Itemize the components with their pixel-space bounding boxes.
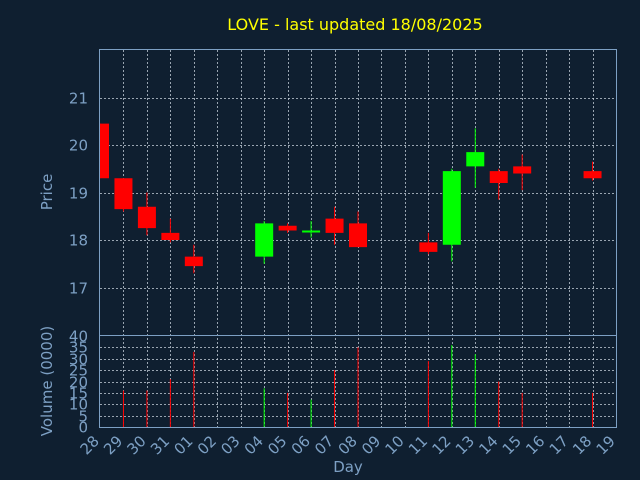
candle-body xyxy=(419,242,438,252)
price-tick-label: 18 xyxy=(69,232,88,250)
price-axis-label: Price xyxy=(38,174,56,211)
candle-body xyxy=(466,152,485,167)
marks-layer xyxy=(99,123,602,427)
x-tick-label: 30 xyxy=(124,432,150,458)
price-panel-frame xyxy=(99,49,617,336)
volume-axis-label: Volume (0000) xyxy=(38,326,56,436)
candle-body xyxy=(513,166,532,174)
price-tick-label: 20 xyxy=(69,137,88,155)
price-tick-label: 21 xyxy=(69,90,88,108)
candle-body xyxy=(325,218,344,233)
candle-body xyxy=(184,256,203,267)
volume-tick-label: 5 xyxy=(78,408,88,426)
candle-body xyxy=(161,232,180,240)
x-tick-label: 01 xyxy=(170,432,196,458)
volume-tick-label: 15 xyxy=(69,385,88,403)
price-tick-label: 17 xyxy=(69,280,88,298)
volume-tick-label: 25 xyxy=(69,362,88,380)
chart-title: LOVE - last updated 18/08/2025 xyxy=(227,15,482,34)
candle-body xyxy=(255,223,274,257)
x-tick-label: 03 xyxy=(217,432,243,458)
candle-body xyxy=(100,123,109,179)
volume-tick-label: 30 xyxy=(69,351,88,369)
x-tick-label: 15 xyxy=(499,432,525,458)
candle-body xyxy=(349,223,367,248)
x-tick-label: 19 xyxy=(593,432,619,458)
candle-body xyxy=(137,206,156,229)
x-tick-label: 06 xyxy=(288,432,314,458)
x-tick-label: 17 xyxy=(546,432,572,458)
x-tick-label: 07 xyxy=(311,432,337,458)
x-tick-label: 02 xyxy=(194,432,220,458)
candle-body xyxy=(302,230,321,233)
volume-tick-label: 10 xyxy=(69,396,88,414)
x-tick-label: 12 xyxy=(428,432,454,458)
x-tick-label: 10 xyxy=(382,432,408,458)
candle-body xyxy=(278,225,297,231)
axes-layer: 1718192021051015202530354028293031010203… xyxy=(69,90,619,459)
candle-body xyxy=(442,171,461,245)
candle-body xyxy=(583,171,602,179)
x-tick-label: 13 xyxy=(452,432,478,458)
x-tick-label: 31 xyxy=(147,432,173,458)
x-tick-label: 04 xyxy=(241,432,267,458)
volume-tick-label: 20 xyxy=(69,374,88,392)
candle-body xyxy=(114,178,133,210)
volume-tick-label: 40 xyxy=(69,328,88,346)
x-axis-label: Day xyxy=(333,458,363,476)
x-tick-label: 09 xyxy=(358,432,384,458)
x-tick-label: 16 xyxy=(522,432,548,458)
volume-panel-frame xyxy=(99,335,617,428)
x-tick-label: 08 xyxy=(335,432,361,458)
volume-tick-label: 0 xyxy=(78,419,88,437)
volume-tick-label: 35 xyxy=(69,339,88,357)
x-tick-label: 29 xyxy=(100,432,126,458)
candle-body xyxy=(489,171,508,183)
price-tick-label: 19 xyxy=(69,185,88,203)
x-tick-label: 11 xyxy=(405,432,431,458)
x-tick-label: 05 xyxy=(264,432,290,458)
x-tick-label: 18 xyxy=(569,432,595,458)
x-tick-label: 14 xyxy=(475,432,501,458)
